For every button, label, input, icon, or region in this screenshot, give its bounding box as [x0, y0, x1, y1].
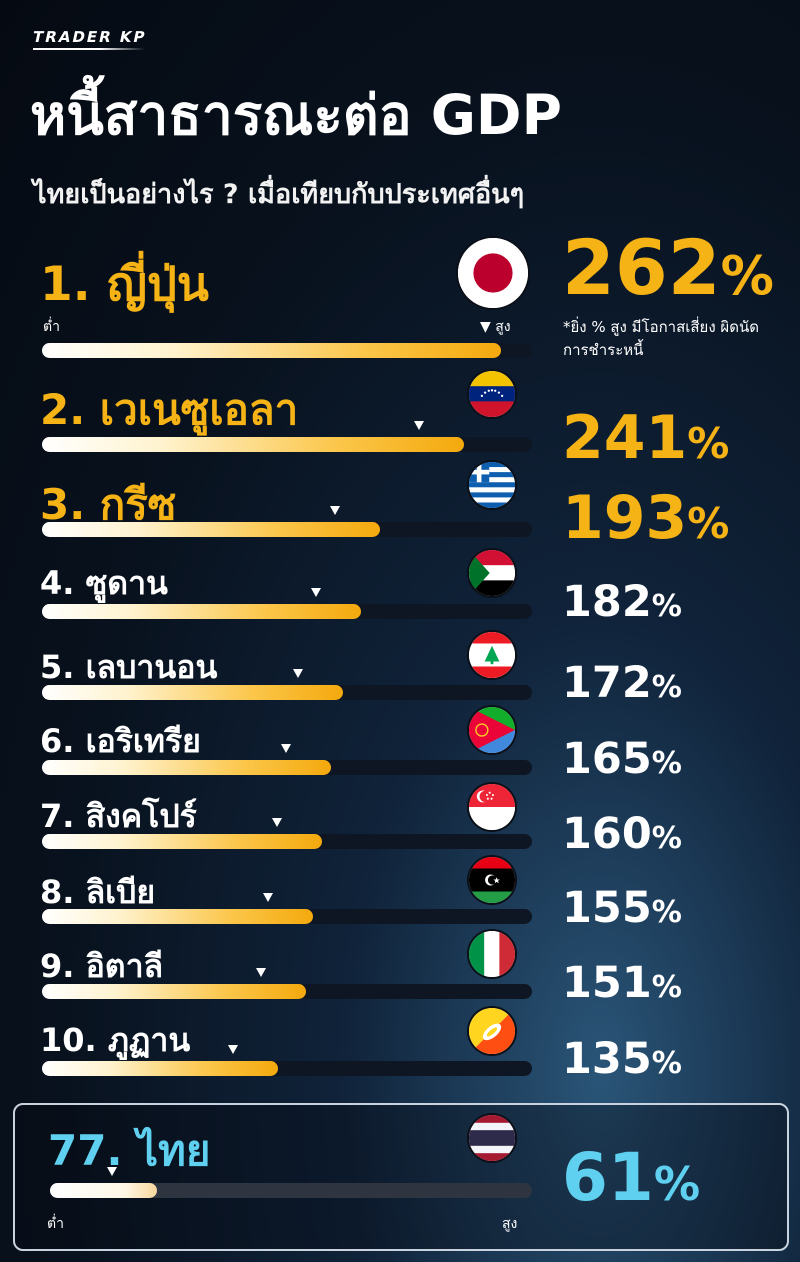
level-marker — [293, 669, 303, 678]
percent-sign: % — [687, 419, 730, 468]
level-marker — [256, 968, 266, 977]
percent-sign: % — [720, 245, 774, 307]
value-label: 61% — [562, 1145, 700, 1211]
country-label: 9. อิตาลี — [40, 947, 164, 985]
value-number: 241 — [562, 403, 688, 473]
bar — [42, 685, 343, 700]
country-label: 10. ภูฏาน — [40, 1021, 191, 1059]
value-label: 241% — [562, 408, 729, 468]
thailand-flag — [469, 1115, 515, 1161]
percent-sign: % — [651, 589, 682, 624]
singapore-flag — [469, 784, 515, 830]
percent-sign: % — [651, 746, 682, 781]
bar-track — [42, 522, 532, 537]
bar — [42, 834, 322, 849]
level-marker — [272, 818, 282, 827]
country-label: 5. เลบานอน — [40, 648, 218, 686]
level-marker — [330, 506, 340, 515]
sudan-flag — [469, 550, 515, 596]
libya-flag — [469, 857, 515, 903]
bar — [42, 909, 313, 924]
bar-track — [42, 685, 532, 700]
value-number: 160 — [562, 809, 652, 859]
bar — [42, 1061, 278, 1076]
percent-sign: % — [651, 670, 682, 705]
value-label: 135% — [562, 1038, 682, 1081]
country-label: 1. ญี่ปุ่น — [40, 257, 209, 312]
page-subtitle: ไทยเป็นอย่างไร ? เมื่อเทียบกับประเทศอื่น… — [33, 179, 525, 210]
thailand-highlight-box — [13, 1103, 789, 1251]
bar-track — [42, 437, 532, 452]
bar — [42, 437, 464, 452]
bar-track — [42, 834, 532, 849]
value-label: 193% — [562, 488, 729, 548]
country-label: 3. กรีซ — [40, 480, 177, 529]
value-number: 155 — [562, 883, 652, 933]
value-label: 182% — [562, 581, 682, 624]
risk-note: *ยิ่ง % สูง มีโอกาสเสี่ยง ผิดนัดการชำระห… — [563, 318, 759, 360]
venezuela-flag — [469, 371, 515, 417]
value-number: 135 — [562, 1034, 652, 1084]
bar-track — [50, 1183, 532, 1198]
bar — [50, 1183, 157, 1198]
value-label: 262% — [562, 230, 774, 306]
value-number: 182 — [562, 577, 652, 627]
value-number: 262 — [562, 223, 721, 312]
level-marker — [263, 893, 273, 902]
level-marker — [281, 744, 291, 753]
percent-sign: % — [651, 821, 682, 856]
percent-sign: % — [651, 1046, 682, 1081]
percent-sign: % — [651, 895, 682, 930]
bar-track — [42, 604, 532, 619]
value-number: 165 — [562, 734, 652, 784]
value-number: 61 — [562, 1139, 654, 1216]
value-label: 172% — [562, 662, 682, 705]
level-marker — [311, 588, 321, 597]
value-label: 160% — [562, 813, 682, 856]
country-label: 8. ลิเบีย — [40, 873, 156, 911]
eritrea-flag — [469, 707, 515, 753]
brand-logo-underline — [33, 48, 145, 50]
level-marker — [228, 1045, 238, 1054]
value-label: 165% — [562, 738, 682, 781]
bar — [42, 760, 331, 775]
bar-track — [42, 1061, 532, 1076]
percent-sign: % — [653, 1157, 701, 1211]
value-label: 155% — [562, 887, 682, 930]
thai-scale-high-label: สูง — [502, 1216, 518, 1232]
bar-track — [42, 984, 532, 999]
greece-flag — [469, 462, 515, 508]
scale-high-label: ▼ สูง — [480, 319, 511, 335]
value-label: 151% — [562, 962, 682, 1005]
bar-track — [42, 760, 532, 775]
bar — [42, 984, 306, 999]
country-label: 7. สิงคโปร์ — [40, 797, 197, 835]
bar — [42, 343, 501, 358]
value-number: 151 — [562, 958, 652, 1008]
bhutan-flag — [469, 1008, 515, 1054]
value-number: 193 — [562, 483, 688, 553]
value-number: 172 — [562, 658, 652, 708]
italy-flag — [469, 931, 515, 977]
country-label: 2. เวเนซูเอลา — [40, 385, 299, 434]
percent-sign: % — [687, 499, 730, 548]
japan-flag — [458, 238, 528, 308]
brand-logo: TRADER KP — [31, 28, 149, 46]
country-label: 77. ไทย — [48, 1126, 211, 1175]
level-marker — [414, 421, 424, 430]
percent-sign: % — [651, 970, 682, 1005]
bar — [42, 522, 380, 537]
lebanon-flag — [469, 632, 515, 678]
bar-track — [42, 343, 532, 358]
bar-track — [42, 909, 532, 924]
country-label: 6. เอริเทรีย — [40, 722, 201, 760]
country-label: 4. ซูดาน — [40, 564, 168, 602]
scale-low-label: ต่ำ — [43, 319, 60, 335]
page-title: หนี้สาธารณะต่อ GDP — [30, 83, 562, 147]
thai-scale-low-label: ต่ำ — [47, 1216, 64, 1232]
level-marker — [107, 1167, 117, 1176]
bar — [42, 604, 361, 619]
